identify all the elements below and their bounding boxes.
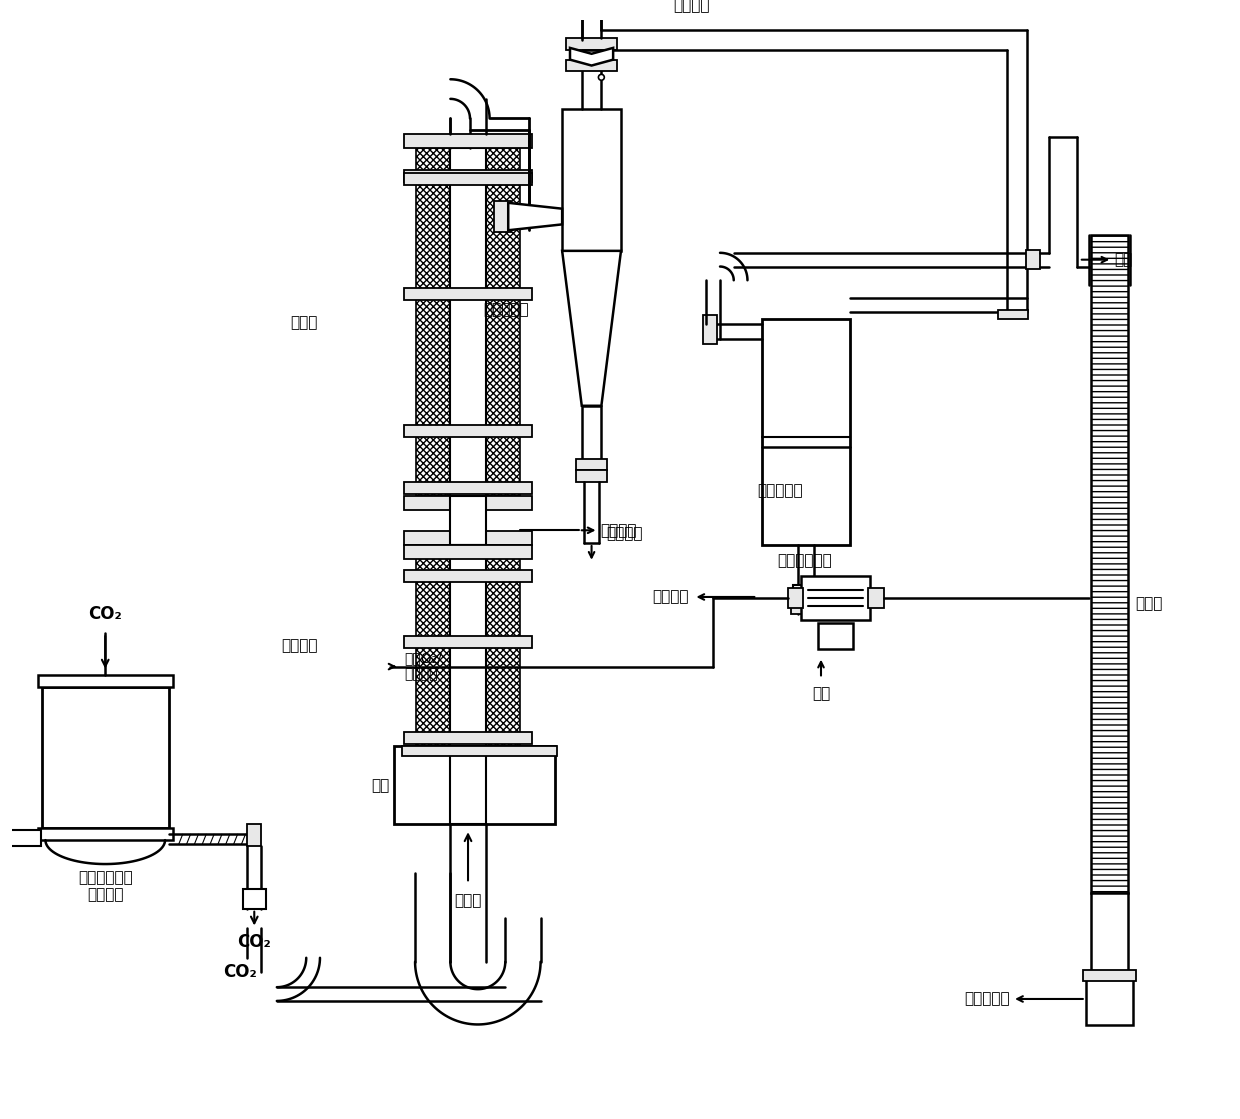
Text: CO₂: CO₂: [223, 962, 257, 980]
Bar: [404, 170, 532, 182]
Polygon shape: [562, 251, 621, 406]
Bar: [486, 545, 520, 746]
Circle shape: [599, 74, 604, 81]
Text: CO₂: CO₂: [237, 933, 272, 951]
Bar: [787, 589, 804, 608]
Bar: [402, 746, 557, 755]
Bar: [1091, 235, 1128, 893]
Text: 袋式除尘器: 袋式除尘器: [758, 483, 802, 499]
Bar: [404, 496, 532, 510]
Text: 固体取样: 固体取样: [606, 526, 642, 540]
Bar: [404, 545, 532, 558]
Text: 烟囱: 烟囱: [1115, 252, 1132, 267]
Bar: [404, 288, 532, 300]
Bar: [1083, 969, 1136, 981]
Text: 电加热器: 电加热器: [281, 639, 317, 653]
Text: 固体取样: 固体取样: [652, 590, 688, 604]
Bar: [243, 890, 267, 909]
Polygon shape: [570, 48, 613, 66]
Polygon shape: [508, 203, 562, 231]
Bar: [575, 470, 608, 482]
Bar: [450, 746, 486, 825]
Bar: [450, 545, 486, 746]
Text: 主要O₂/
混合气体: 主要O₂/ 混合气体: [404, 651, 441, 681]
Bar: [998, 310, 1028, 320]
Bar: [582, 406, 601, 464]
Bar: [248, 825, 262, 846]
Text: 进料系统: 进料系统: [87, 887, 124, 903]
Text: 旋风分离器: 旋风分离器: [484, 302, 529, 317]
Bar: [1086, 971, 1133, 1025]
Bar: [703, 314, 717, 344]
Bar: [404, 425, 532, 438]
Bar: [404, 637, 532, 648]
Bar: [791, 605, 822, 613]
Bar: [562, 109, 621, 251]
Bar: [41, 687, 169, 828]
Text: 气体分析: 气体分析: [600, 523, 637, 538]
Bar: [404, 732, 532, 744]
Bar: [417, 545, 450, 746]
Bar: [450, 148, 486, 496]
Bar: [818, 623, 853, 649]
Bar: [417, 148, 450, 496]
Bar: [763, 320, 851, 545]
Text: 再循环鼓风机: 再循环鼓风机: [777, 553, 832, 568]
Text: 冷凝器: 冷凝器: [1136, 596, 1163, 611]
Bar: [0, 828, 10, 848]
Text: 空气: 空气: [812, 686, 830, 702]
Bar: [575, 459, 608, 470]
Text: 风筱: 风筱: [371, 778, 389, 792]
Text: 气体分析: 气体分析: [673, 0, 709, 13]
Bar: [1091, 893, 1128, 971]
Bar: [37, 828, 172, 840]
Bar: [404, 571, 532, 582]
Text: 冷凝物取样: 冷凝物取样: [965, 991, 1011, 1006]
Bar: [1025, 250, 1039, 270]
Bar: [404, 482, 532, 493]
Text: 加压料斗干燥: 加压料斗干燥: [78, 869, 133, 885]
Text: 燃烧器: 燃烧器: [290, 314, 317, 330]
Bar: [567, 59, 618, 72]
Bar: [801, 576, 870, 620]
Bar: [7, 830, 41, 846]
Bar: [494, 200, 511, 233]
Bar: [404, 532, 532, 545]
Bar: [404, 134, 532, 148]
Bar: [868, 589, 884, 608]
Bar: [37, 676, 172, 687]
Bar: [792, 585, 820, 609]
Text: 主要流: 主要流: [454, 893, 481, 909]
Bar: [567, 38, 618, 50]
Text: CO₂: CO₂: [88, 605, 122, 623]
Bar: [404, 173, 532, 185]
Bar: [394, 746, 556, 825]
Bar: [486, 148, 520, 496]
Bar: [450, 496, 486, 545]
